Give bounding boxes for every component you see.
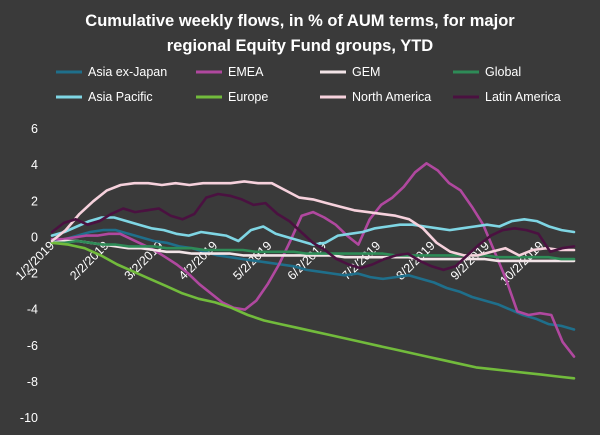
legend-item-asia-ex-japan: Asia ex-Japan	[56, 65, 167, 79]
chart-title-line-1: Cumulative weekly flows, in % of AUM ter…	[85, 12, 515, 30]
plot-area	[50, 162, 576, 380]
legend-label: Global	[485, 65, 521, 79]
series-line-europe	[50, 241, 576, 380]
series-line-north-america	[50, 180, 576, 257]
legend-item-europe: Europe	[196, 90, 268, 104]
series-line-emea	[50, 162, 576, 358]
legend: Asia ex-Japan EMEA GEM Global Asia Pacific Eu…	[56, 65, 561, 104]
series-line-gem	[50, 239, 576, 263]
y-tick-label: -8	[27, 375, 38, 389]
series-line-global	[50, 239, 576, 261]
legend-item-latin-america: Latin America	[453, 90, 561, 104]
series-line-latin-america	[50, 192, 576, 272]
series-line-asia-pacific	[50, 216, 576, 246]
y-tick-label: 2	[31, 194, 38, 208]
y-tick-label: -4	[27, 303, 38, 317]
chart-title-line-2: regional Equity Fund groups, YTD	[167, 37, 434, 55]
y-tick-label: -2	[27, 267, 38, 281]
legend-label: Latin America	[485, 90, 561, 104]
legend-item-emea: EMEA	[196, 65, 264, 79]
y-tick-label: 6	[31, 122, 38, 136]
y-tick-label: 4	[31, 158, 38, 172]
legend-label: Asia ex-Japan	[88, 65, 167, 79]
y-tick-label: -10	[20, 411, 38, 425]
legend-item-global: Global	[453, 65, 521, 79]
legend-label: North America	[352, 90, 431, 104]
y-axis: 6 4 2 0 -2 -4 -6 -8 -10	[20, 122, 38, 425]
y-tick-label: -6	[27, 339, 38, 353]
legend-label: EMEA	[228, 65, 264, 79]
legend-item-north-america: North America	[320, 90, 431, 104]
legend-label: Europe	[228, 90, 268, 104]
legend-label: Asia Pacific	[88, 90, 153, 104]
legend-item-asia-pacific: Asia Pacific	[56, 90, 153, 104]
legend-item-gem: GEM	[320, 65, 380, 79]
legend-label: GEM	[352, 65, 380, 79]
y-tick-label: 0	[31, 230, 38, 244]
series-line-asia-ex-japan	[50, 228, 576, 331]
